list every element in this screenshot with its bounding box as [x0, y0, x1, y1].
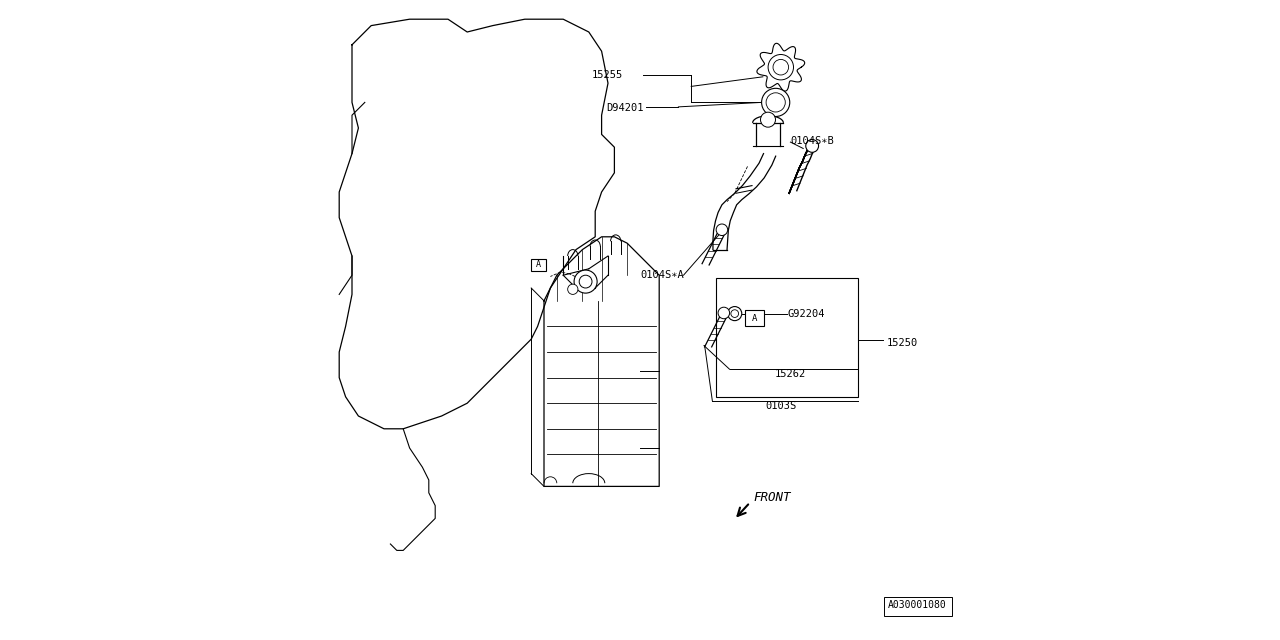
- Text: 15250: 15250: [886, 338, 918, 348]
- Circle shape: [717, 224, 728, 236]
- Circle shape: [579, 275, 591, 288]
- Text: 0104S∗B: 0104S∗B: [791, 136, 835, 146]
- Text: 0104S∗A: 0104S∗A: [640, 270, 684, 280]
- Text: A: A: [751, 314, 758, 323]
- FancyBboxPatch shape: [745, 310, 764, 326]
- Circle shape: [806, 140, 819, 152]
- Text: 0103S: 0103S: [765, 401, 796, 411]
- Text: D94201: D94201: [607, 102, 644, 113]
- Text: 15262: 15262: [774, 369, 805, 379]
- Circle shape: [768, 54, 794, 80]
- FancyBboxPatch shape: [530, 259, 547, 271]
- Text: 15255: 15255: [591, 70, 623, 80]
- Circle shape: [773, 60, 788, 75]
- Circle shape: [765, 93, 786, 112]
- Circle shape: [731, 310, 739, 317]
- FancyBboxPatch shape: [884, 597, 952, 616]
- Circle shape: [762, 88, 790, 116]
- Text: FRONT: FRONT: [754, 492, 791, 504]
- Circle shape: [760, 112, 776, 127]
- Text: A030001080: A030001080: [888, 600, 946, 610]
- Circle shape: [568, 284, 579, 294]
- Text: A: A: [536, 260, 540, 269]
- Circle shape: [573, 270, 596, 293]
- Circle shape: [718, 307, 730, 319]
- Text: G92204: G92204: [787, 308, 824, 319]
- Circle shape: [728, 307, 742, 321]
